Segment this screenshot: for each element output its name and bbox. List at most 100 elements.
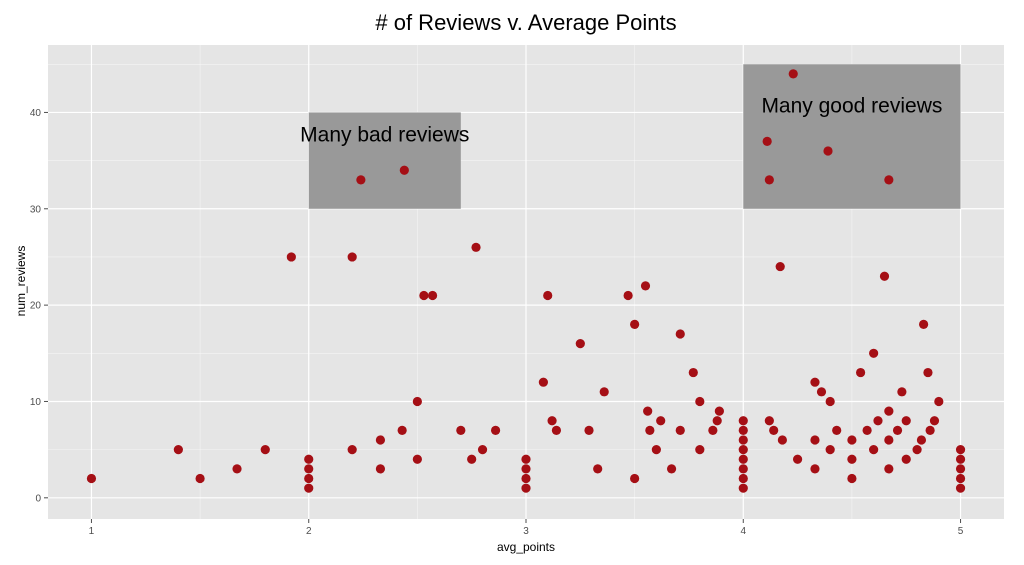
data-point [477, 445, 488, 455]
data-point [810, 377, 820, 387]
x-tick-label: 2 [306, 526, 312, 537]
data-point [399, 165, 409, 175]
data-point [688, 367, 698, 378]
data-point [923, 367, 933, 378]
data-point [584, 425, 594, 435]
data-point [810, 435, 820, 445]
data-point [630, 473, 640, 484]
data-point [955, 464, 966, 474]
data-point [195, 473, 205, 484]
data-point [869, 445, 879, 455]
data-point [543, 290, 553, 301]
data-point [260, 445, 270, 455]
data-point [412, 454, 422, 464]
y-tick-label: 0 [35, 493, 41, 504]
data-point [547, 416, 557, 426]
data-point [375, 464, 386, 474]
data-point [847, 435, 857, 445]
data-point [764, 175, 774, 185]
data-point [630, 319, 640, 329]
data-point [708, 425, 718, 435]
x-tick-label: 4 [740, 526, 746, 537]
data-point [643, 406, 653, 416]
data-point [286, 252, 296, 262]
y-tick-label: 10 [30, 397, 42, 408]
data-point [955, 483, 966, 493]
good-reviews-label: Many good reviews [761, 94, 942, 117]
data-point [675, 329, 685, 339]
data-point [884, 406, 894, 416]
data-point [471, 242, 481, 252]
data-point [901, 416, 911, 426]
data-point [397, 425, 407, 435]
data-point [916, 435, 927, 445]
data-point [816, 387, 827, 397]
data-point [86, 473, 97, 484]
data-point [764, 416, 774, 426]
data-point [456, 425, 466, 435]
good-reviews-region [743, 64, 961, 209]
data-point [762, 136, 772, 146]
data-point [912, 445, 922, 455]
data-point [862, 425, 872, 435]
data-point [645, 425, 655, 435]
data-point [521, 454, 531, 464]
bad-reviews-label: Many bad reviews [300, 123, 469, 146]
data-point [738, 454, 748, 464]
data-point [521, 483, 531, 493]
y-axis-ticks: 0 10 20 30 40 [30, 108, 48, 504]
data-point [695, 445, 705, 455]
data-point [847, 473, 857, 484]
data-point [347, 252, 357, 262]
data-point [879, 271, 890, 281]
y-tick-label: 40 [30, 108, 42, 119]
data-point [955, 454, 966, 464]
data-point [599, 387, 609, 397]
data-point [666, 464, 677, 474]
data-point [869, 348, 879, 358]
data-point [884, 435, 894, 445]
data-point [304, 464, 314, 474]
x-tick-label: 3 [523, 526, 529, 537]
data-point [810, 464, 820, 474]
data-point [919, 319, 929, 329]
annotations: Many bad reviews Many good reviews [300, 94, 942, 146]
data-point [884, 175, 894, 185]
data-point [856, 367, 866, 378]
data-point [892, 425, 903, 435]
data-point [884, 464, 894, 474]
highlight-regions [308, 64, 961, 209]
x-axis-label: avg_points [497, 540, 555, 554]
data-point [538, 377, 548, 387]
data-point [738, 416, 748, 426]
data-point [304, 454, 314, 464]
data-point [656, 416, 666, 426]
data-point [490, 425, 501, 435]
data-point [769, 425, 779, 435]
data-point [738, 445, 748, 455]
data-point [823, 146, 833, 156]
data-point [792, 454, 803, 464]
bad-reviews-region [308, 112, 461, 209]
data-point [925, 425, 935, 435]
chart-title: # of Reviews v. Average Points [375, 10, 676, 35]
data-point [593, 464, 603, 474]
data-point [521, 473, 531, 484]
x-tick-label: 5 [958, 526, 964, 537]
data-point [738, 473, 748, 484]
data-point [173, 445, 183, 455]
data-point [347, 445, 357, 455]
x-axis-ticks: 1 2 3 4 5 [89, 519, 964, 537]
data-point [955, 445, 966, 455]
data-point [651, 445, 661, 455]
data-point [738, 435, 748, 445]
data-point [934, 396, 944, 407]
data-point [738, 483, 748, 493]
data-point [738, 464, 748, 474]
data-point [551, 425, 562, 435]
data-point [712, 416, 722, 426]
data-point [304, 473, 314, 484]
data-point [521, 464, 531, 474]
